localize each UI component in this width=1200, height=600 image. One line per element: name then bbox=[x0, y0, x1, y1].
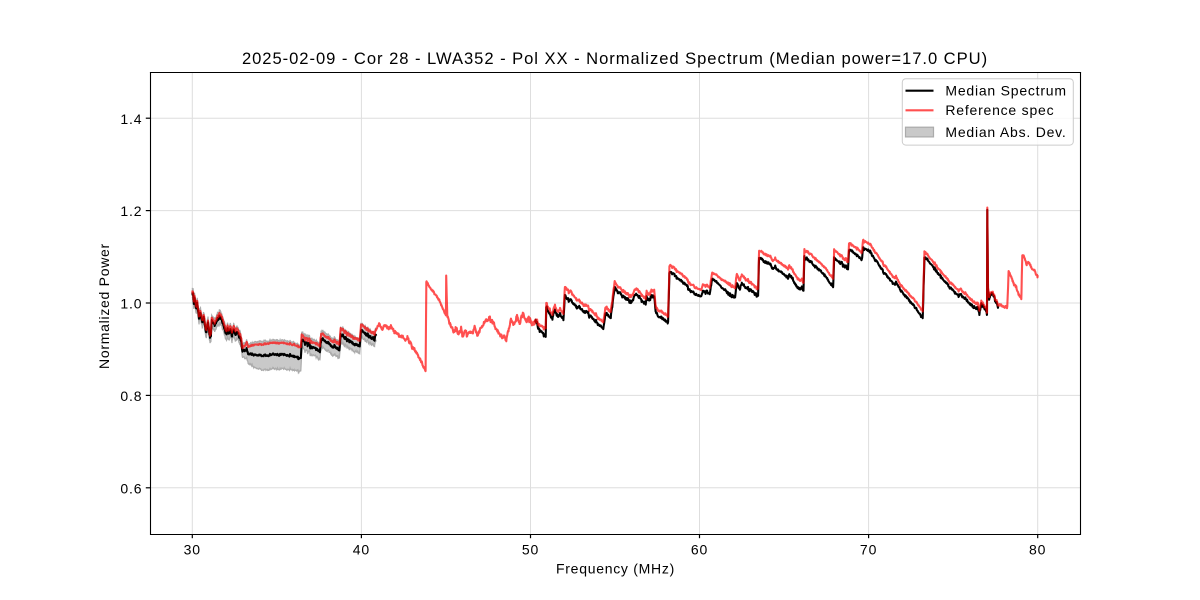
svg-text:Median Abs. Dev.: Median Abs. Dev. bbox=[945, 124, 1066, 140]
svg-text:1.2: 1.2 bbox=[120, 203, 142, 219]
svg-text:2025-02-09 - Cor 28 - LWA352 -: 2025-02-09 - Cor 28 - LWA352 - Pol XX - … bbox=[242, 49, 988, 68]
svg-text:1.0: 1.0 bbox=[120, 296, 142, 312]
svg-text:70: 70 bbox=[860, 542, 877, 558]
svg-text:60: 60 bbox=[691, 542, 708, 558]
svg-text:50: 50 bbox=[522, 542, 539, 558]
svg-text:0.6: 0.6 bbox=[120, 480, 142, 496]
svg-text:40: 40 bbox=[353, 542, 370, 558]
svg-text:30: 30 bbox=[184, 542, 201, 558]
svg-text:0.8: 0.8 bbox=[120, 388, 142, 404]
svg-text:Median Spectrum: Median Spectrum bbox=[945, 83, 1066, 99]
svg-text:Reference spec: Reference spec bbox=[945, 102, 1054, 118]
svg-text:1.4: 1.4 bbox=[120, 111, 142, 127]
svg-text:Frequency (MHz): Frequency (MHz) bbox=[556, 561, 675, 577]
svg-text:80: 80 bbox=[1029, 542, 1046, 558]
svg-text:Normalized Power: Normalized Power bbox=[96, 243, 112, 369]
